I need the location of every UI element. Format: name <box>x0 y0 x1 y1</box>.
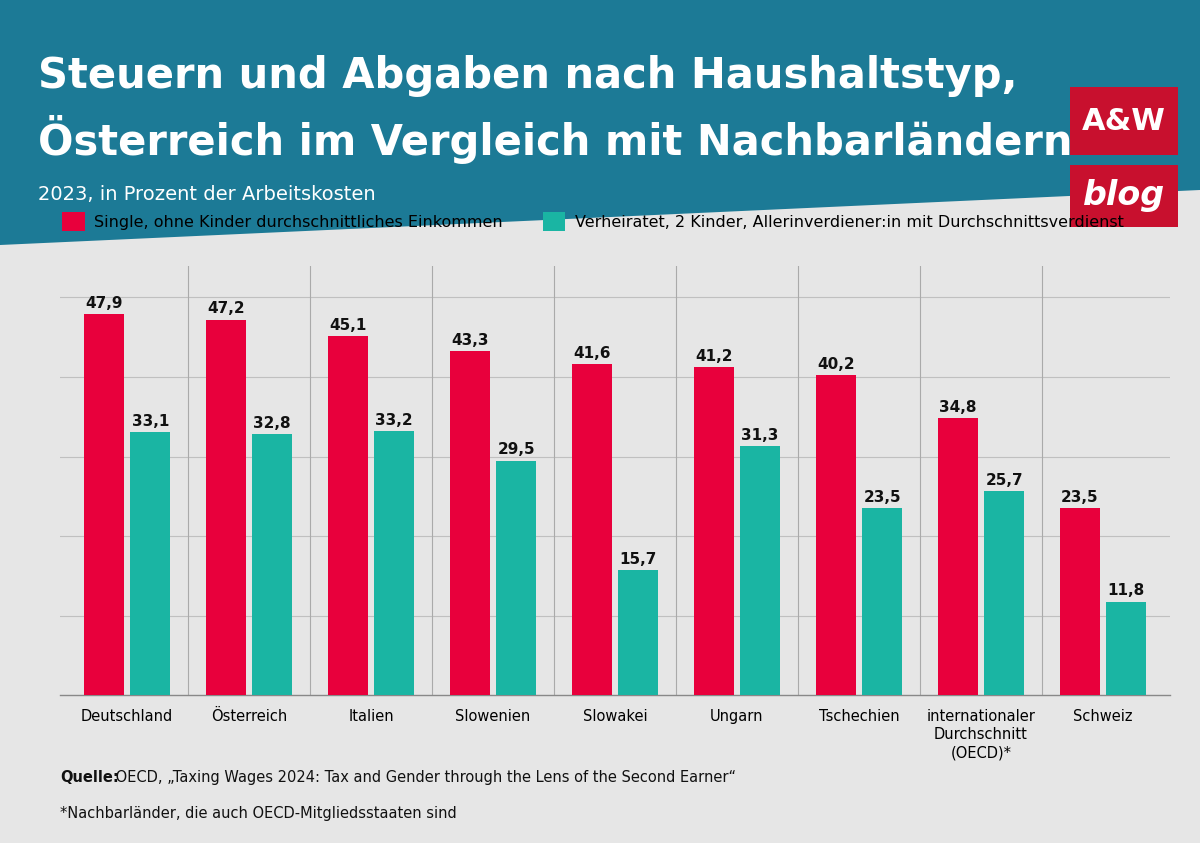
Polygon shape <box>0 0 1200 245</box>
Text: 11,8: 11,8 <box>1108 583 1145 599</box>
Text: 47,2: 47,2 <box>208 302 245 316</box>
Bar <box>84 314 124 695</box>
Text: 43,3: 43,3 <box>451 332 488 347</box>
Bar <box>862 508 902 695</box>
Bar <box>450 351 490 695</box>
Text: 23,5: 23,5 <box>863 490 901 505</box>
Bar <box>374 431 414 695</box>
Bar <box>571 364 612 695</box>
Bar <box>816 375 856 695</box>
Text: 33,2: 33,2 <box>376 413 413 428</box>
Text: 2023, in Prozent der Arbeitskosten: 2023, in Prozent der Arbeitskosten <box>38 185 376 204</box>
Bar <box>130 432 170 695</box>
Bar <box>937 418 978 695</box>
Bar <box>1106 602 1146 695</box>
Text: Quelle:: Quelle: <box>60 771 119 785</box>
Bar <box>496 460 536 695</box>
Text: Steuern und Abgaben nach Haushaltstyp,: Steuern und Abgaben nach Haushaltstyp, <box>38 55 1018 97</box>
Bar <box>1060 508 1100 695</box>
Text: blog: blog <box>1082 180 1165 212</box>
Legend: Single, ohne Kinder durchschnittliches Einkommen, Verheiratet, 2 Kinder, Allerin: Single, ohne Kinder durchschnittliches E… <box>56 206 1130 237</box>
Bar <box>252 434 293 695</box>
Text: *Nachbarländer, die auch OECD-Mitgliedsstaaten sind: *Nachbarländer, die auch OECD-Mitgliedss… <box>60 806 457 821</box>
Text: 47,9: 47,9 <box>85 296 122 311</box>
Text: 40,2: 40,2 <box>817 357 854 373</box>
Text: 41,2: 41,2 <box>695 349 732 364</box>
Text: 32,8: 32,8 <box>253 416 292 431</box>
Text: 25,7: 25,7 <box>985 473 1022 487</box>
Text: 33,1: 33,1 <box>132 414 169 429</box>
Text: 34,8: 34,8 <box>940 400 977 416</box>
Text: 41,6: 41,6 <box>574 346 611 361</box>
Text: 15,7: 15,7 <box>619 552 656 567</box>
Text: Österreich im Vergleich mit Nachbarländern*: Österreich im Vergleich mit Nachbarlände… <box>38 115 1094 164</box>
Text: 23,5: 23,5 <box>1061 490 1098 505</box>
Bar <box>694 368 734 695</box>
Bar <box>205 319 246 695</box>
Text: A&W: A&W <box>1082 106 1166 136</box>
Bar <box>1070 87 1178 155</box>
Bar <box>984 491 1025 695</box>
Bar <box>328 336 368 695</box>
Bar <box>1070 165 1178 227</box>
Bar <box>618 571 659 695</box>
Bar <box>740 446 780 695</box>
Text: OECD, „Taxing Wages 2024: Tax and Gender through the Lens of the Second Earner“: OECD, „Taxing Wages 2024: Tax and Gender… <box>110 771 736 785</box>
Text: 29,5: 29,5 <box>497 443 535 458</box>
Text: 31,3: 31,3 <box>742 428 779 443</box>
Text: 45,1: 45,1 <box>329 318 366 333</box>
